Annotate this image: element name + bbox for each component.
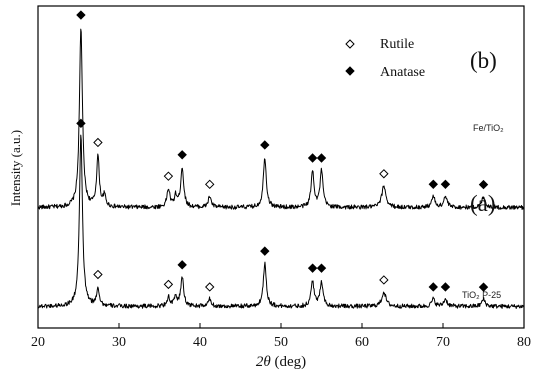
x-tick-label-20: 20 [31,335,45,350]
legend: Rutile Anatase [345,37,425,80]
legend-rutile-label: Rutile [380,37,414,52]
x-axis-label-unit: (deg) [271,354,306,370]
x-tick-label-80: 80 [517,335,531,350]
marker-anatase-s1-p4 [177,260,187,270]
x-tick-label-70: 70 [436,335,450,350]
series-line-0 [37,28,525,210]
legend-anatase-label: Anatase [380,65,425,80]
marker-rutile-s1-p9 [379,275,389,285]
x-axis-label-theta: 2θ [256,354,272,370]
series-layer [37,28,525,309]
marker-rutile-s1-p2 [163,279,174,290]
marker-anatase-s1-p8 [316,263,327,273]
marker-anatase-s1-p10 [428,282,438,292]
marker-anatase-s0-p12 [440,179,451,190]
marker-anatase-s1-p7 [307,263,318,273]
x-tick-label-50: 50 [274,335,288,350]
marker-anatase-s0-p0 [76,10,86,20]
marker-anatase-s1-p6 [260,246,270,256]
series-label-tio2-p25: TiO₂ P-25 [462,290,501,300]
marker-anatase-s0-p7 [260,140,270,150]
x-tick-label-30: 30 [112,335,126,350]
phase-markers [76,10,489,292]
x-axis-ticks: 20 30 40 50 60 70 80 [31,323,531,350]
x-axis-label: 2θ (deg) [256,354,306,370]
y-axis-label: Intensity (a.u.) [8,130,23,206]
panel-label-b: (b) [470,48,497,73]
marker-anatase-s1-p12 [478,282,489,292]
marker-rutile-s0-p10 [379,169,389,179]
marker-rutile-s1-p5 [205,282,215,292]
marker-anatase-s0-p11 [428,179,438,189]
marker-rutile-s1-p1 [93,269,103,280]
panel-label-a: (a) [470,191,496,216]
marker-rutile-s0-p3 [163,171,174,181]
marker-rutile-s0-p6 [205,179,215,190]
marker-anatase-s0-p8 [307,153,318,163]
marker-anatase-s1-p0 [76,118,86,129]
marker-rutile-s0-p1 [93,137,103,148]
plot-frame [37,5,525,329]
legend-anatase-marker [345,66,355,76]
legend-rutile-marker [345,39,355,49]
marker-anatase-s0-p5 [177,150,187,160]
x-tick-label-40: 40 [193,335,207,350]
series-line-1 [37,134,525,309]
marker-anatase-s0-p9 [316,153,327,163]
marker-anatase-s0-p13 [478,179,489,190]
x-tick-label-60: 60 [355,335,369,350]
series-label-fe-tio2: Fe/TiO₂ [473,123,504,133]
marker-anatase-s1-p11 [440,282,451,292]
